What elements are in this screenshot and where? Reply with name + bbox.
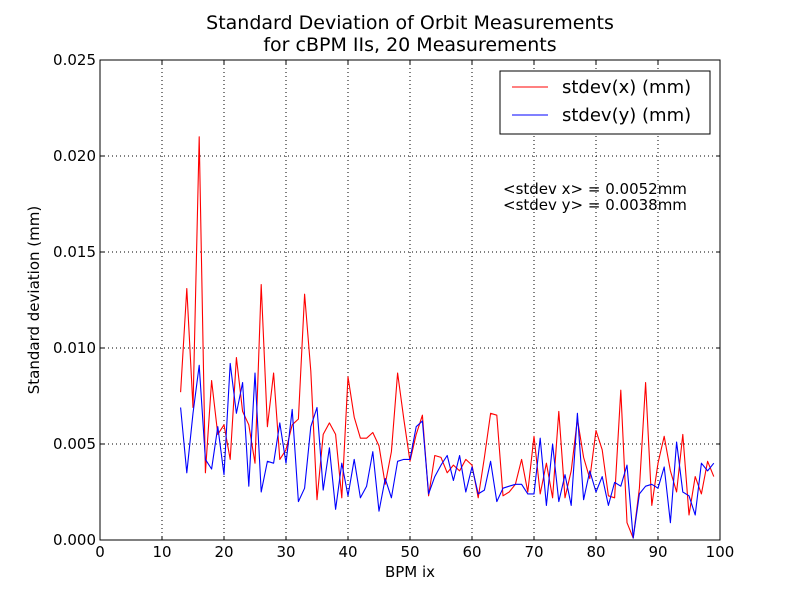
x-tick-label: 10 — [152, 543, 171, 561]
y-axis-label: Standard deviation (mm) — [25, 206, 43, 394]
x-tick-label: 50 — [400, 543, 419, 561]
x-tick-label: 80 — [586, 543, 605, 561]
y-tick-label: 0.020 — [53, 147, 96, 165]
ticks: 0 10 20 30 40 50 60 70 80 90 100 0.000 0.005 0.010 0.0… — [53, 51, 734, 561]
annotation-mean-stdev-y: <stdev y> = 0.0038mm — [503, 196, 687, 214]
y-tick-label: 0.010 — [53, 339, 96, 357]
x-tick-label: 0 — [95, 543, 105, 561]
annotation-mean-stdev-x: <stdev x> = 0.0052mm — [503, 180, 687, 198]
series-line-stdev-y — [180, 362, 715, 539]
grid — [100, 60, 720, 540]
chart-title: Standard Deviation of Orbit Measurements — [206, 12, 614, 34]
series-line-stdev-x — [180, 136, 715, 539]
legend-label-stdev-y: stdev(y) (mm) — [562, 105, 691, 126]
x-tick-label: 40 — [338, 543, 357, 561]
x-tick-label: 100 — [706, 543, 735, 561]
x-tick-label: 90 — [648, 543, 667, 561]
x-tick-label: 30 — [276, 543, 295, 561]
chart-subtitle: for cBPM IIs, 20 Measurements — [263, 34, 556, 56]
x-tick-label: 60 — [462, 543, 481, 561]
y-tick-label: 0.025 — [53, 51, 96, 69]
legend-label-stdev-x: stdev(x) (mm) — [562, 77, 691, 98]
y-tick-label: 0.000 — [53, 531, 96, 549]
series-layer — [180, 136, 715, 539]
x-tick-label: 20 — [214, 543, 233, 561]
y-tick-label: 0.005 — [53, 435, 96, 453]
x-axis-label: BPM ix — [385, 563, 435, 581]
legend-box — [499, 70, 711, 135]
legend: stdev(x) (mm) stdev(y) (mm) — [499, 70, 711, 135]
x-tick-label: 70 — [524, 543, 543, 561]
y-tick-label: 0.015 — [53, 243, 96, 261]
